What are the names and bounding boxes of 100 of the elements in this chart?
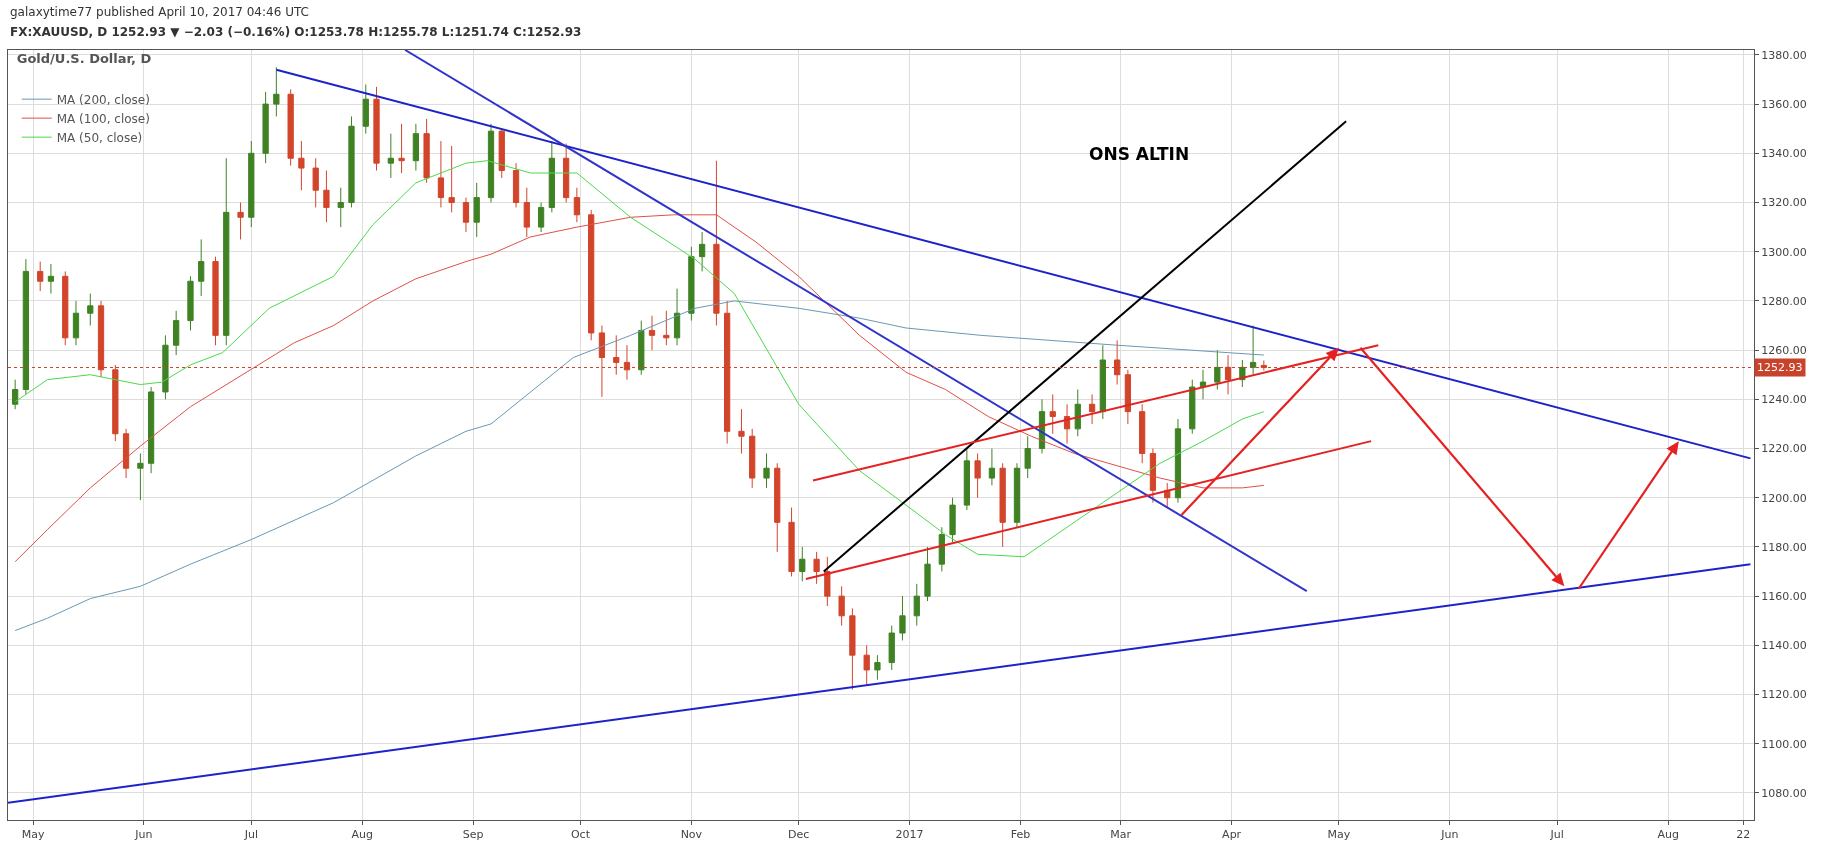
candlestick [698, 231, 706, 272]
candlestick [187, 275, 194, 331]
candlestick [1124, 369, 1131, 425]
candlestick [373, 86, 380, 172]
candlestick [462, 197, 470, 233]
y-tick-label: 1140.00 [1761, 639, 1807, 653]
chart-title: Gold/U.S. Dollar, D [16, 50, 152, 66]
candlestick [1049, 393, 1056, 435]
x-tick-label: 22 [1736, 828, 1751, 842]
candlestick [173, 310, 180, 356]
candlestick [1099, 344, 1106, 420]
x-tick-label: 2017 [895, 828, 924, 842]
y-tick-label: 1320.00 [1761, 196, 1807, 210]
legend-label: MA (50, close) [56, 130, 143, 145]
candlestick [1139, 403, 1146, 464]
candlestick [899, 595, 906, 641]
candlestick [398, 123, 405, 174]
candlestick [888, 625, 895, 671]
x-tick-label: Sep [462, 828, 484, 842]
candlestick [573, 187, 581, 223]
candlestick [162, 334, 169, 400]
y-tick-label: 1200.00 [1761, 491, 1807, 505]
candlestick [122, 428, 130, 479]
candlestick [763, 452, 770, 489]
candlestick [1013, 462, 1021, 528]
y-tick-label: 1260.00 [1761, 343, 1807, 357]
candlestick [362, 83, 369, 135]
candlestick [323, 170, 330, 223]
candlestick [387, 133, 394, 179]
candlestick [437, 140, 445, 208]
candlestick [688, 246, 695, 322]
y-tick-label: 1360.00 [1761, 97, 1807, 111]
candlestick [22, 258, 30, 395]
candlestick [1024, 435, 1031, 479]
candlestick [548, 140, 555, 213]
candlestick [963, 448, 970, 511]
candlestick [337, 187, 344, 228]
candlestick [663, 310, 670, 346]
candlestick [838, 585, 845, 627]
candlestick [1174, 418, 1182, 504]
candlestick [423, 118, 430, 184]
candlestick [949, 497, 956, 543]
candlestick [1214, 349, 1221, 390]
x-tick-label: Dec [788, 828, 810, 842]
candlestick [1088, 393, 1096, 425]
y-tick-label: 1100.00 [1761, 737, 1807, 751]
x-tick-label: Oct [570, 828, 591, 842]
candlestick [788, 507, 795, 577]
legend-label: MA (200, close) [56, 92, 150, 107]
x-tick-label: Apr [1222, 828, 1242, 842]
y-tick-label: 1160.00 [1761, 589, 1807, 603]
x-tick-label: Jul [243, 828, 258, 842]
candlestick [273, 66, 280, 117]
candlestick [799, 546, 806, 582]
candlestick [487, 123, 495, 204]
y-tick-label: 1120.00 [1761, 688, 1807, 702]
line-series [14, 300, 1265, 632]
candlestick [212, 256, 219, 346]
candlestick [498, 128, 505, 179]
candlestick [147, 386, 155, 474]
candlestick [638, 320, 645, 376]
candlestick [537, 202, 545, 233]
candlestick [849, 607, 856, 691]
candlestick [198, 238, 205, 297]
candlestick [262, 91, 269, 164]
candlestick [237, 202, 244, 240]
candlestick [974, 452, 981, 499]
x-tick-label: Aug [1657, 828, 1679, 842]
y-tick-label: 1220.00 [1761, 442, 1807, 456]
candlestick [137, 452, 144, 501]
candlestick [47, 263, 55, 295]
y-tick-label: 1340.00 [1761, 147, 1807, 161]
candlestick [473, 182, 480, 238]
candlestick [12, 379, 19, 410]
candlestick [913, 583, 920, 627]
candlestick [648, 315, 656, 351]
y-tick-label: 1300.00 [1761, 245, 1807, 259]
legend-label: MA (100, close) [56, 111, 150, 126]
candlestick [1074, 388, 1081, 437]
candlestick [749, 428, 756, 489]
candlestick [874, 654, 881, 681]
x-tick-label: May [1327, 828, 1351, 842]
ref-line-label: 1252.93 [1757, 361, 1803, 374]
candlestick [348, 115, 355, 208]
candlestick [673, 288, 681, 346]
y-tick-label: 1380.00 [1761, 48, 1807, 62]
candlestick [223, 157, 230, 346]
candlestick [924, 546, 931, 602]
y-tick-label: 1180.00 [1761, 540, 1807, 554]
y-tick-label: 1080.00 [1761, 786, 1807, 800]
y-tick-label: 1280.00 [1761, 294, 1807, 308]
candlestick [62, 270, 69, 346]
candlestick [312, 157, 319, 208]
candlestick [523, 187, 530, 238]
candlestick [1199, 369, 1207, 400]
candlestick [563, 142, 570, 204]
candlestick [1249, 325, 1257, 376]
candlestick [37, 261, 44, 292]
candlestick [298, 140, 305, 191]
chart-subtitle: FX:XAUUSD, D 1252.93 ▼ −2.03 (−0.16%) O:1253.78 H:1255.78 L:1251.74 C:1252.93 [10, 25, 582, 39]
